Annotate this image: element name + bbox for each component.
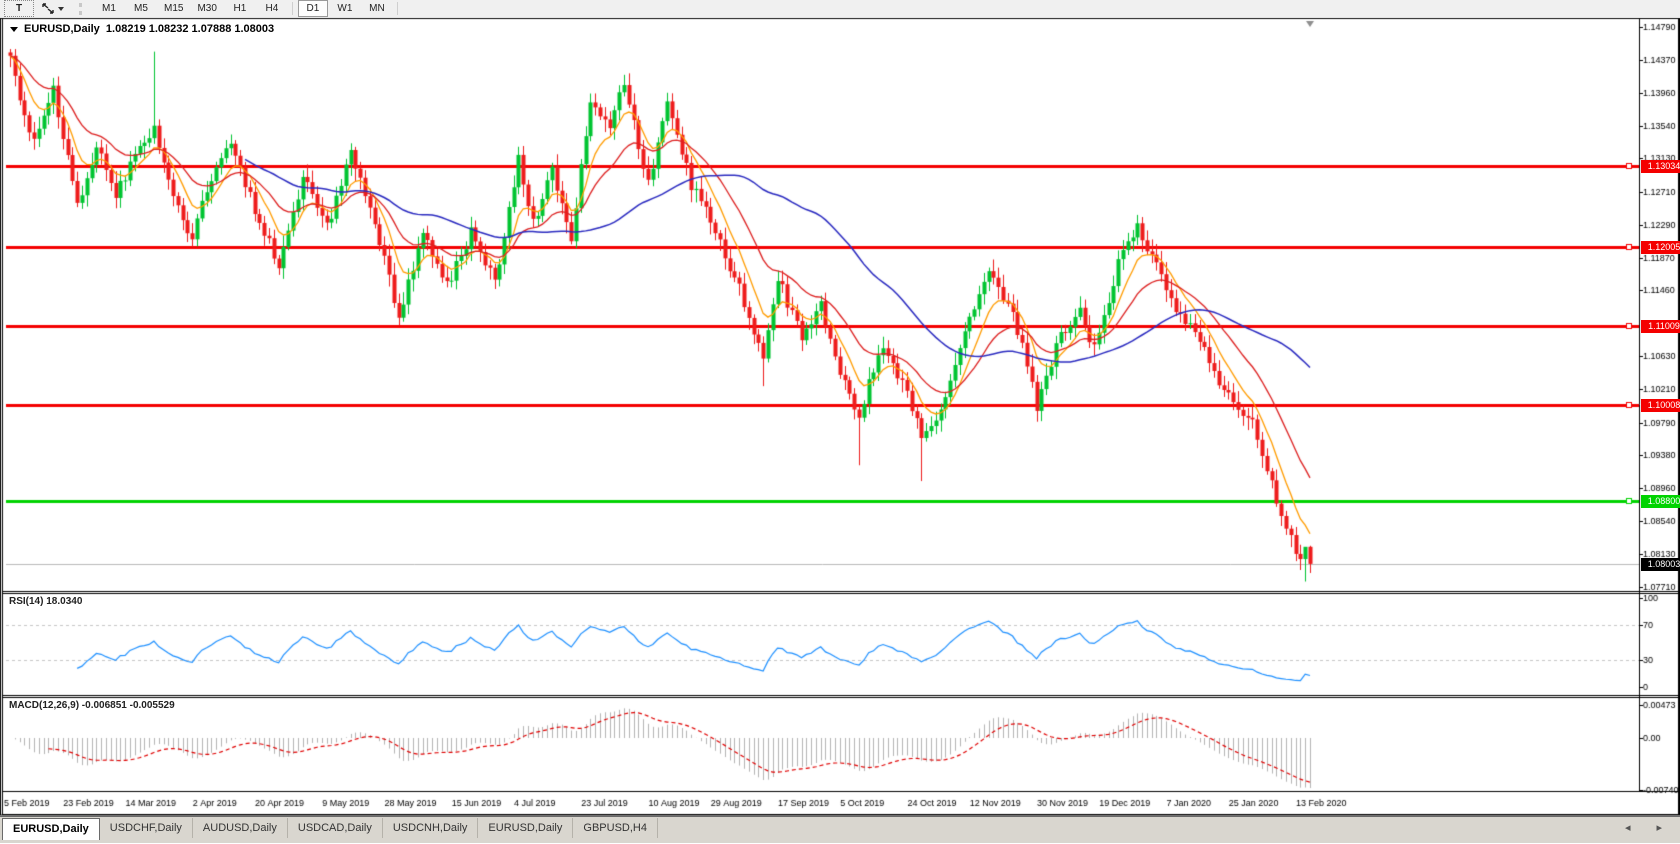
toolbar-end-separator [396, 2, 398, 15]
timeframe-button-m30[interactable]: M30 [197, 3, 217, 14]
current-price-label: 1.08003 [1641, 557, 1680, 571]
timeframe-button-h1[interactable]: H1 [233, 3, 247, 14]
timeframe-button-w1[interactable]: W1 [337, 3, 353, 14]
chart-tab-bar: EURUSD,Daily USDCHF,Daily AUDUSD,Daily USDC… [0, 816, 1680, 843]
timeframe-button-h4[interactable]: H4 [265, 3, 279, 14]
level-price-label-resistance[interactable]: 1.13034 [1641, 160, 1680, 173]
chart-symbol-period: EURUSD,Daily [24, 23, 100, 35]
diagonal-arrows-icon [42, 3, 54, 14]
chevron-down-icon [58, 6, 64, 11]
tab-list: EURUSD,Daily USDCHF,Daily AUDUSD,Daily USDC… [0, 817, 658, 840]
chart-dropdown-icon[interactable] [10, 26, 18, 32]
chart-ohlc-values: 1.08219 1.08232 1.07888 1.08003 [105, 23, 275, 35]
level-price-label-resistance[interactable]: 1.11009 [1641, 320, 1680, 333]
chart-tab-4[interactable]: USDCNH,Daily [383, 818, 479, 838]
chart-tab-0[interactable]: EURUSD,Daily [2, 818, 100, 840]
level-price-label-resistance[interactable]: 1.10008 [1641, 399, 1680, 412]
tab-scroll-controls: ◂ ▸ [1625, 817, 1680, 837]
text-tool-button[interactable]: T [4, 0, 34, 17]
tab-scroll-left-icon[interactable]: ◂ [1624, 821, 1631, 834]
timeframe-button-m15[interactable]: M15 [164, 3, 184, 14]
toolbar-separator [291, 2, 293, 15]
timeframe-button-d1[interactable]: D1 [297, 0, 328, 17]
cursor-tool-button[interactable] [36, 0, 70, 17]
chart-tab-3[interactable]: USDCAD,Daily [288, 818, 383, 838]
toolbar-separator [79, 2, 87, 15]
timeframe-button-mn[interactable]: MN [369, 3, 385, 14]
chart-tab-5[interactable]: EURUSD,Daily [478, 818, 574, 838]
chart-tab-1[interactable]: USDCHF,Daily [100, 818, 193, 838]
tab-scroll-right-icon[interactable]: ▸ [1656, 821, 1662, 834]
timeframe-button-m1[interactable]: M1 [102, 3, 116, 14]
macd-indicator-label: MACD(12,26,9) -0.006851 -0.005529 [9, 700, 175, 711]
timeframe-button-m5[interactable]: M5 [134, 3, 148, 14]
timeframe-button-group: M1 M5 M15 M30 H1 H4 D1 W1 MN [93, 0, 393, 17]
rsi-indicator-label: RSI(14) 18.0340 [9, 596, 83, 607]
chart-tab-6[interactable]: GBPUSD,H4 [573, 818, 658, 838]
chart-title: EURUSD,Daily 1.08219 1.08232 1.07888 1.0… [10, 23, 274, 35]
chart-tab-2[interactable]: AUDUSD,Daily [193, 818, 288, 838]
toolbar: T M1 M5 M15 M30 H1 H4 D1 W1 MN [0, 0, 1680, 18]
level-price-label-support[interactable]: 1.08800 [1641, 495, 1680, 508]
level-price-label-resistance[interactable]: 1.12005 [1641, 241, 1680, 254]
